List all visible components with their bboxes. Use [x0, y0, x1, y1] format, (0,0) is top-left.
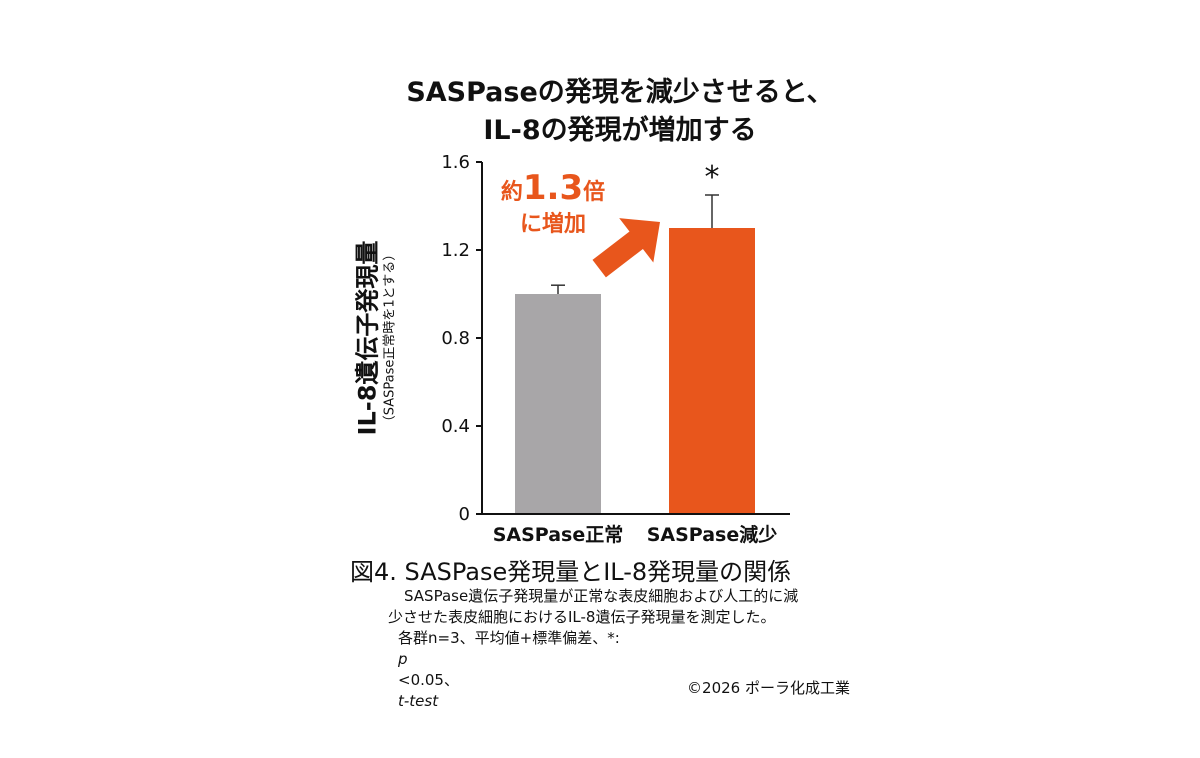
caption-test-name: t-test	[398, 692, 439, 710]
x-tick-label-2: SASPase減少	[647, 523, 778, 546]
y-ticks-layer: 0 0.4 0.8 1.2 1.6	[441, 152, 482, 525]
annotation-line2-bold: 増加	[542, 212, 587, 237]
chart-title: SASPaseの発現を減少させると、 IL-8の発現が増加する	[300, 74, 940, 150]
chart-title-line-1: SASPaseの発現を減少させると、	[406, 77, 834, 108]
annotation-suffix: 倍	[583, 180, 606, 205]
annotation-line2-prefix: に	[519, 212, 542, 237]
error-bars-layer	[551, 194, 719, 294]
y-axis-label-sub: （SASPase正常時を1とする）	[382, 247, 398, 429]
caption-stats-prefix: 各群n=3、平均値+標準偏差、*:	[398, 629, 620, 647]
significance-layer: *	[705, 160, 720, 195]
annotation-line-1: 約1.3倍	[478, 170, 628, 211]
figure-caption-title: 図4. SASPase発現量とIL-8発現量の関係	[350, 558, 792, 586]
copyright-notice: ©2026 ポーラ化成工業	[687, 679, 850, 697]
caption-line-1: SASPase遺伝子発現量が正常な表皮細胞および人工的に減	[404, 587, 799, 605]
bar-2	[669, 228, 755, 514]
y-tick-label-2: 0.4	[441, 416, 470, 437]
y-tick-label-3: 0.8	[441, 328, 470, 349]
bar-1	[515, 294, 601, 514]
caption-p-symbol: p	[398, 650, 408, 668]
x-tick-label-1: SASPase正常	[493, 523, 624, 546]
annotation-line-2: に増加	[478, 211, 628, 239]
y-tick-label-5: 1.6	[441, 152, 470, 173]
increase-arrow-icon	[592, 218, 660, 278]
bars-layer	[515, 228, 755, 514]
y-tick-label-4: 1.2	[441, 240, 470, 261]
x-labels-layer: SASPase正常 SASPase減少	[493, 523, 778, 546]
caption-line-3: 各群n=3、平均値+標準偏差、*: p <0.05、 t-test	[388, 628, 888, 712]
figure-caption-body: SASPase遺伝子発現量が正常な表皮細胞および人工的に減 少させた表皮細胞にお…	[388, 586, 888, 712]
annotation-prefix: 約	[500, 180, 523, 205]
increase-arrow-shape	[592, 218, 660, 278]
annotation-value: 1.3	[522, 168, 584, 208]
y-axis-label: IL-8遺伝子発現量 （SASPase正常時を1とする）	[354, 188, 399, 488]
y-tick-label-1: 0	[459, 504, 470, 525]
significance-marker-2: *	[705, 160, 720, 195]
chart-title-line-2: IL-8の発現が増加する	[483, 115, 757, 146]
caption-line-2: 少させた表皮細胞におけるIL-8遺伝子発現量を測定した。	[388, 608, 776, 626]
y-axis-label-main: IL-8遺伝子発現量	[353, 240, 382, 436]
caption-p-threshold: <0.05、	[398, 671, 459, 689]
increase-annotation: 約1.3倍 に増加	[478, 170, 628, 239]
